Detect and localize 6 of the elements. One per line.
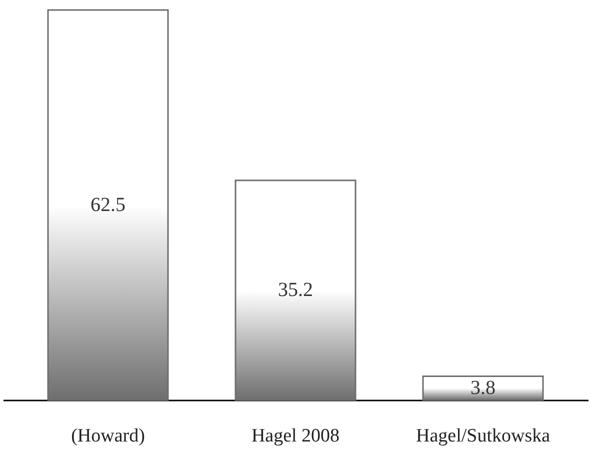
x-tick-label: Hagel 2008 — [251, 426, 340, 446]
x-tick-label: (Howard) — [71, 426, 145, 446]
x-tick-label: Hagel/Sutkowska — [416, 426, 551, 446]
data-label: 3.8 — [470, 377, 496, 400]
data-label: 62.5 — [90, 194, 126, 216]
data-label: 35.2 — [278, 279, 313, 302]
